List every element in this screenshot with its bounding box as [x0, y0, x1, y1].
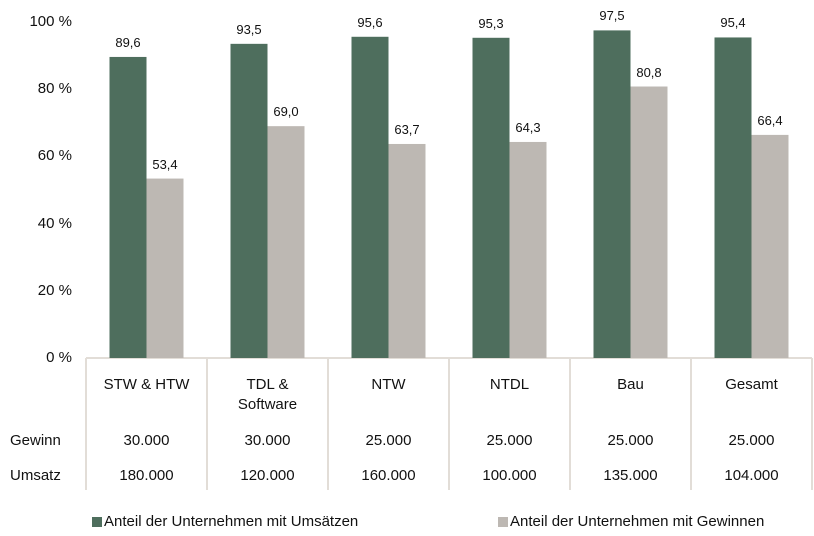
legend-marker	[498, 517, 508, 527]
y-tick-label: 60 %	[37, 147, 72, 165]
table-cell: 25.000	[728, 432, 775, 449]
bar	[509, 141, 547, 358]
y-tick-label: 0 %	[46, 349, 72, 366]
value-label: 95,3	[478, 15, 504, 31]
bar	[388, 143, 426, 358]
value-label: 53,4	[152, 156, 178, 172]
legend-label: Anteil der Unternehmen mit Gewinnen	[510, 513, 765, 530]
bar	[267, 126, 305, 358]
bar	[751, 134, 789, 358]
bar	[351, 36, 389, 359]
value-label: 66,4	[757, 112, 783, 128]
table-cell: 25.000	[607, 432, 654, 449]
bar	[593, 30, 631, 359]
y-tick-label: 100 %	[29, 13, 72, 30]
x-tick-label: Bau	[617, 376, 644, 393]
table-cell: 160.000	[361, 467, 416, 484]
table-row-label: Umsatz	[10, 467, 61, 484]
value-label: 69,0	[273, 104, 299, 120]
value-label: 97,5	[599, 8, 625, 24]
x-tick-label: STW & HTW	[103, 376, 190, 393]
x-tick-label: TDL & Software	[237, 376, 298, 413]
bar	[146, 178, 184, 358]
table-cell: 30.000	[123, 432, 170, 449]
legend-label: Anteil der Unternehmen mit Umsätzen	[104, 513, 359, 530]
value-label: 63,7	[394, 121, 420, 137]
value-label: 89,6	[115, 34, 141, 50]
x-tick-label: NTW	[371, 376, 406, 393]
table-cell: 30.000	[244, 432, 291, 449]
table-cell: 135.000	[603, 467, 658, 484]
value-label: 93,5	[236, 21, 262, 37]
bar	[230, 43, 268, 359]
bar	[630, 86, 668, 359]
bar	[109, 56, 147, 358]
table-cell: 100.000	[482, 467, 537, 484]
value-label: 80,8	[636, 64, 662, 80]
y-tick-label: 80 %	[37, 80, 72, 98]
legend-marker	[92, 517, 102, 527]
table-cell: 104.000	[724, 467, 779, 484]
table-cell: 25.000	[486, 432, 533, 449]
bar	[472, 37, 510, 359]
table-cell: 25.000	[365, 432, 412, 449]
bar	[714, 37, 752, 359]
table-row-label: Gewinn	[10, 432, 61, 449]
value-label: 95,4	[720, 15, 746, 31]
value-label: 64,3	[515, 119, 541, 135]
table-cell: 120.000	[240, 467, 295, 484]
y-tick-label: 40 %	[37, 214, 72, 232]
x-tick-label: NTDL	[489, 376, 530, 393]
y-tick-label: 20 %	[37, 281, 72, 299]
value-label: 95,6	[357, 14, 383, 30]
x-tick-label: Gesamt	[725, 376, 778, 393]
table-cell: 180.000	[119, 467, 174, 484]
